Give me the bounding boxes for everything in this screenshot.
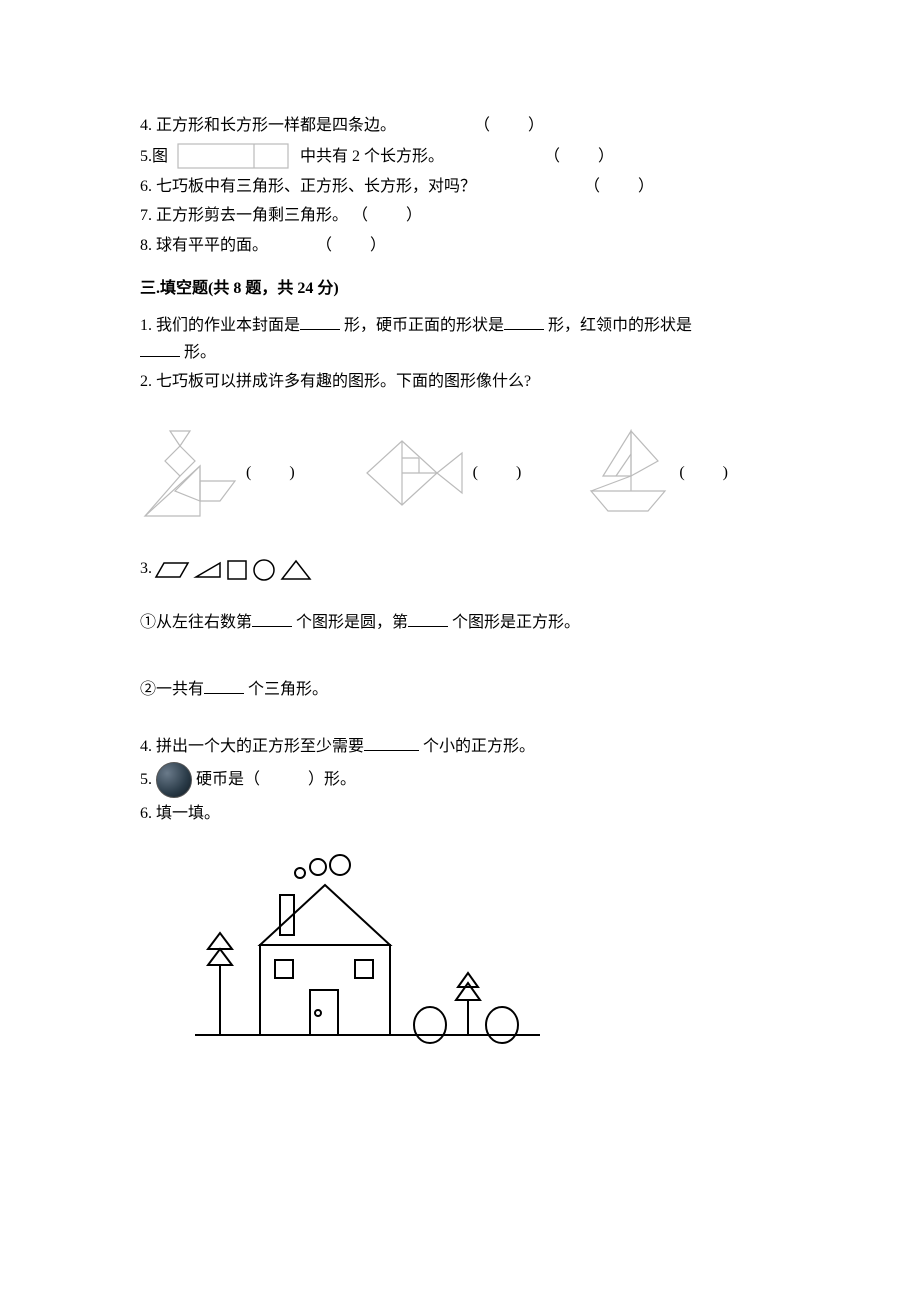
fill-q2: 2. 七巧板可以拼成许多有趣的图形。下面的图形像什么? [140,368,780,395]
q4-paren: （ ） [474,112,546,139]
section3-title: 三.填空题(共 8 题，共 24 分) [140,275,780,302]
q4-text: 正方形和长方形一样都是四条边。 [156,117,396,134]
tangram-fish [357,433,467,513]
fish-paren: ( ) [473,459,524,486]
swan-paren: ( ) [246,459,297,486]
tf-q4: 4. 正方形和长方形一样都是四条边。 （ ） [140,112,780,139]
fq1-b: 形，硬币正面的形状是 [344,317,504,334]
q8-num: 8. [140,237,152,254]
q6-paren: （ ） [584,173,656,200]
fill-q3: 3. [140,551,780,599]
fill-q1: 1. 我们的作业本封面是 形，硬币正面的形状是 形，红领巾的形状是 形。 [140,312,780,366]
fq5-a: 硬币是（ ）形。 [196,766,356,793]
tangram-fish-item: ( ) [357,433,524,513]
fq1-num: 1. [140,317,152,334]
page: 4. 正方形和长方形一样都是四条边。 （ ） 5. 图 中共有 2 个长方形。 … [0,0,920,1114]
tangram-row: ( ) ( ) [140,426,780,521]
q4-num: 4. [140,117,152,134]
fq3-num: 3. [140,555,152,582]
blank [252,610,292,627]
fq6-text: 填一填。 [156,805,220,822]
fq1-d: 形。 [184,344,216,361]
fill-q3a: ①从左往右数第 个图形是圆，第 个图形是正方形。 [140,609,780,636]
q7-text: 正方形剪去一角剩三角形。 [156,207,348,224]
q5-num: 5. [140,143,152,170]
fq2-num: 2. [140,373,152,390]
blank [140,340,180,357]
q5-paren: （ ） [544,143,616,170]
fq3a-2: 个图形是圆，第 [296,614,408,631]
tangram-boat [583,426,673,521]
house-figure [190,845,780,1054]
q5-pre: 图 [152,143,168,170]
coin-image [156,762,192,798]
fq4-b: 个小的正方形。 [423,738,535,755]
q6-num: 6. [140,178,152,195]
q7-num: 7. [140,207,152,224]
fq3b-2: 个三角形。 [248,681,328,698]
blank [504,313,544,330]
shape-sequence [152,555,332,585]
q8-text: 球有平平的面。 [156,237,268,254]
fill-q5: 5. 硬币是（ ）形。 [140,762,780,798]
fq3b-1: ②一共有 [140,681,204,698]
fq5-num: 5. [140,766,152,793]
fq4-a: 拼出一个大的正方形至少需要 [156,738,364,755]
fill-q3b: ②一共有 个三角形。 [140,676,780,703]
tf-q8: 8. 球有平平的面。 （ ） [140,232,780,259]
fq3a-1: ①从左往右数第 [140,614,252,631]
blank [408,610,448,627]
tf-q7: 7. 正方形剪去一角剩三角形。 （ ） [140,202,780,229]
tf-q5: 5. 图 中共有 2 个长方形。 （ ） [140,141,780,171]
fq1-a: 我们的作业本封面是 [156,317,300,334]
fq4-num: 4. [140,738,152,755]
tf-q6: 6. 七巧板中有三角形、正方形、长方形，对吗？ （ ） [140,173,780,200]
house-svg [190,845,550,1045]
rect-split-figure [174,141,294,171]
fill-q6: 6. 填一填。 [140,800,780,827]
tangram-boat-item: ( ) [583,426,730,521]
q8-paren: （ ） [316,232,388,259]
tangram-swan [140,426,240,521]
fq1-c: 形，红领巾的形状是 [548,317,692,334]
boat-paren: ( ) [679,459,730,486]
fq3a-3: 个图形是正方形。 [452,614,580,631]
fq2-text: 七巧板可以拼成许多有趣的图形。下面的图形像什么? [156,373,531,390]
tangram-swan-item: ( ) [140,426,297,521]
blank [204,677,244,694]
q6-text: 七巧板中有三角形、正方形、长方形，对吗？ [156,178,476,195]
blank [300,313,340,330]
blank [364,734,419,751]
q7-paren: （ ） [352,202,424,229]
fq6-num: 6. [140,805,152,822]
q5-post: 中共有 2 个长方形。 [300,143,444,170]
fill-q4: 4. 拼出一个大的正方形至少需要 个小的正方形。 [140,733,780,760]
